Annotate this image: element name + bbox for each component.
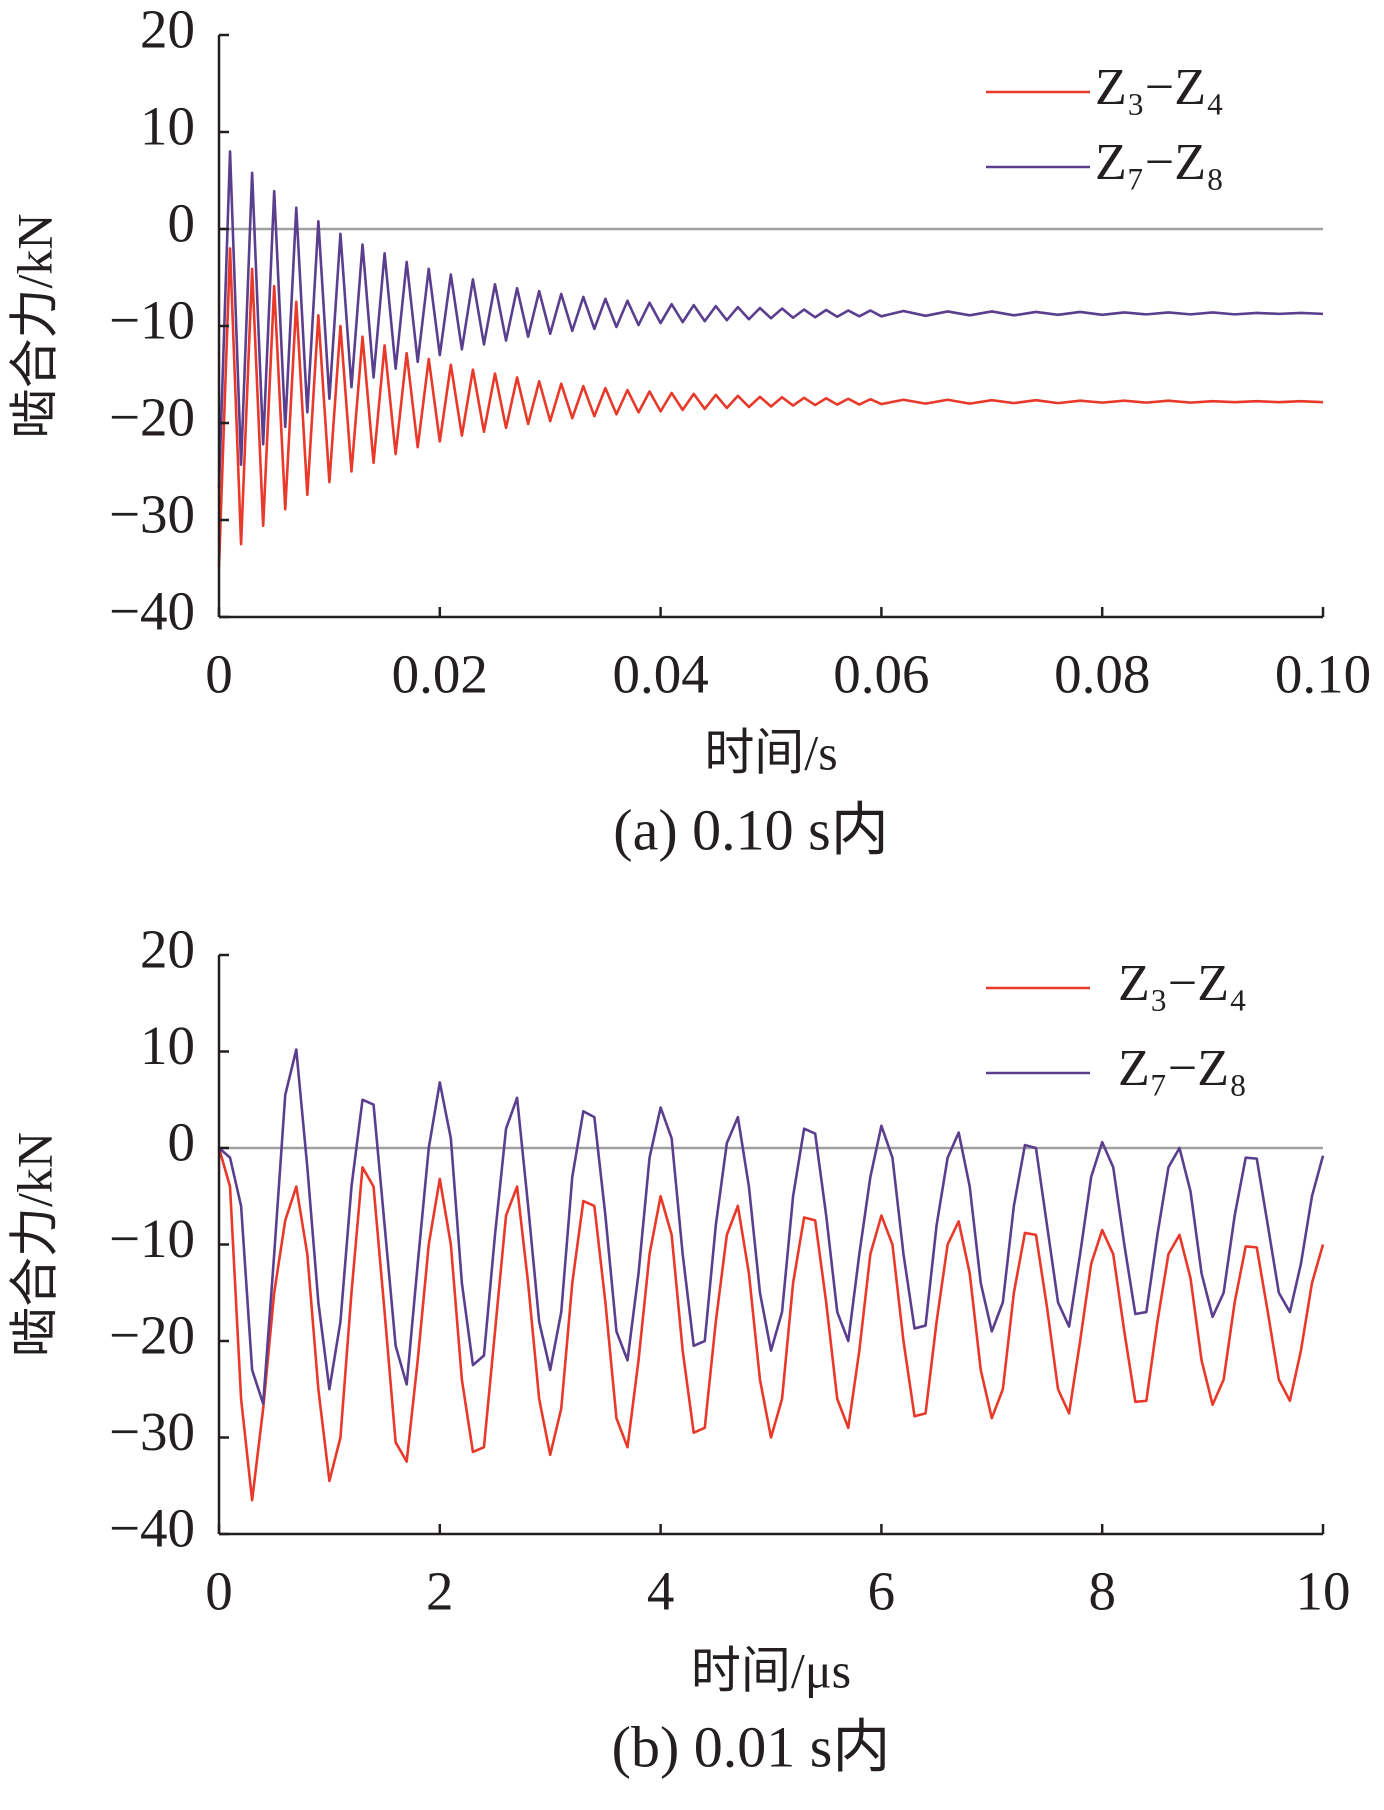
y-tick-label: 0: [168, 193, 196, 254]
y-tick-label: −30: [109, 1401, 195, 1462]
x-tick-label: 0: [205, 644, 233, 705]
x-tick-label: 0.02: [392, 644, 488, 705]
y-axis-label: 啮合力/kN: [6, 1132, 62, 1357]
y-tick-label: −30: [109, 484, 195, 545]
y-tick-label: 10: [140, 1015, 195, 1076]
y-axis-label: 啮合力/kN: [6, 214, 62, 439]
legend-label: Z₃−Z₄: [1118, 955, 1247, 1012]
legend-label: Z₃−Z₄: [1095, 59, 1224, 116]
y-tick-label: −10: [109, 1208, 195, 1269]
x-tick-label: 2: [426, 1561, 454, 1622]
legend-label: Z₇−Z₈: [1095, 134, 1224, 191]
x-tick-label: 0.04: [612, 644, 708, 705]
x-tick-label: 10: [1296, 1561, 1351, 1622]
y-tick-label: 20: [140, 919, 195, 980]
y-tick-label: −20: [109, 387, 195, 448]
x-axis-label: 时间/s: [704, 724, 837, 780]
y-tick-label: 0: [168, 1112, 196, 1173]
y-tick-label: 20: [140, 0, 195, 60]
x-tick-label: 0: [205, 1561, 233, 1622]
y-tick-label: −40: [109, 1498, 195, 1559]
data-line: [217, 1147, 1325, 1502]
caption: (b) 0.01 s内: [612, 1714, 891, 1779]
x-tick-label: 4: [647, 1561, 675, 1622]
y-tick-label: −10: [109, 290, 195, 351]
legend-label: Z₇−Z₈: [1118, 1040, 1247, 1097]
x-tick-label: 0.06: [833, 644, 929, 705]
x-tick-label: 0.08: [1054, 644, 1150, 705]
x-tick-label: 8: [1088, 1561, 1116, 1622]
caption: (a) 0.10 s内: [613, 797, 888, 862]
y-tick-label: −40: [109, 581, 195, 642]
y-tick-label: −20: [109, 1305, 195, 1366]
x-axis-label: 时间/μs: [691, 1642, 851, 1698]
y-tick-label: 10: [140, 96, 195, 157]
x-tick-label: 6: [868, 1561, 896, 1622]
data-line: [217, 150, 1324, 489]
data-line: [217, 247, 1324, 567]
x-tick-label: 0.10: [1275, 644, 1371, 705]
data-line: [218, 1048, 1325, 1406]
